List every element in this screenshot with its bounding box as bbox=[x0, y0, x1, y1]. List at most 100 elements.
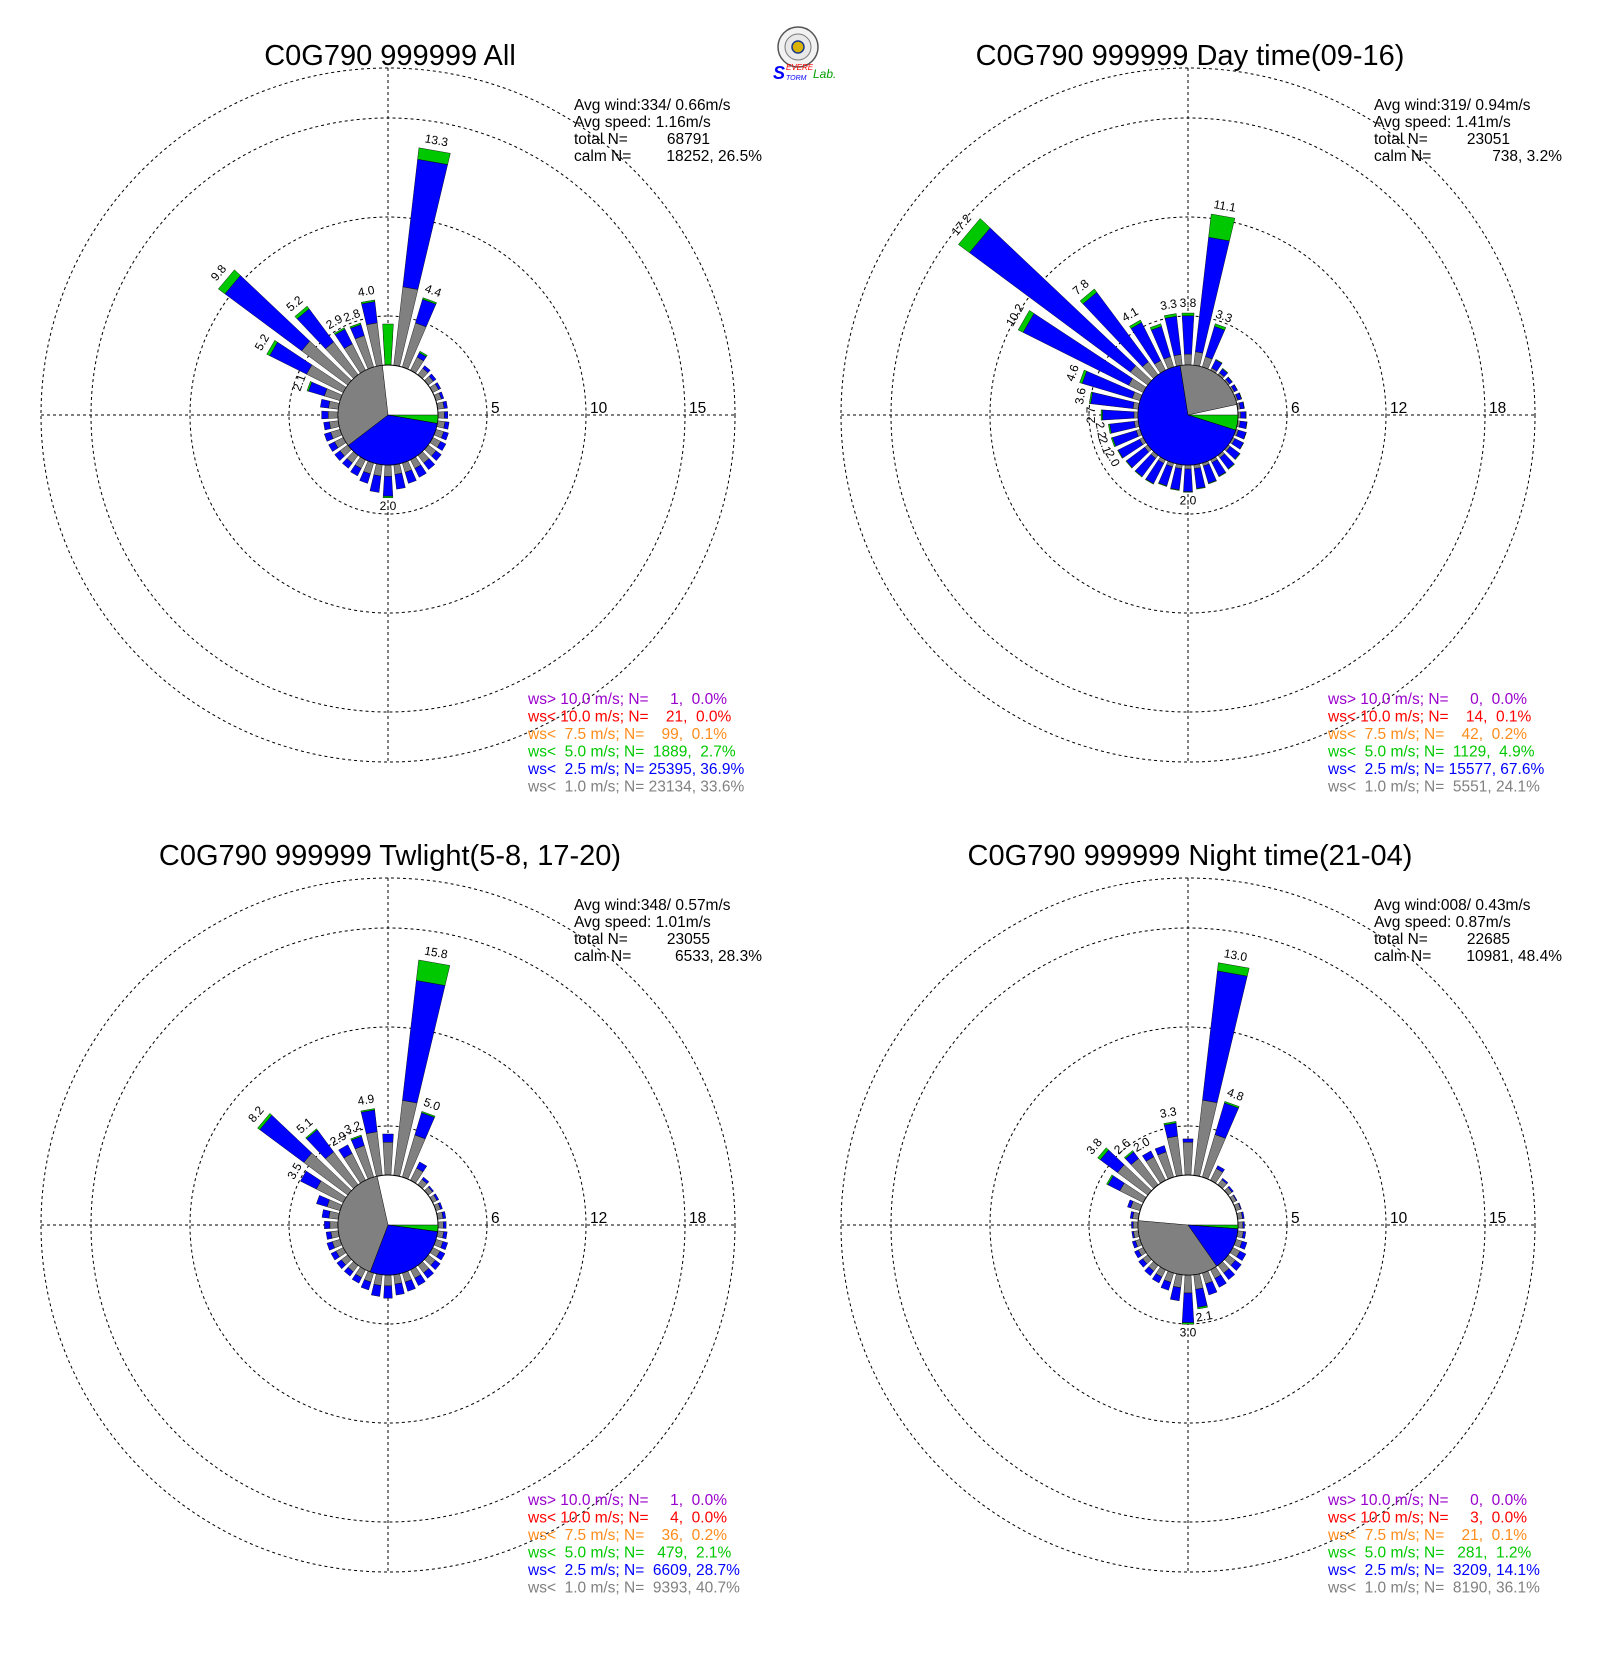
bar-lt25 bbox=[1154, 1145, 1167, 1156]
bar-lt5 bbox=[1242, 401, 1245, 409]
bar-lt5 bbox=[1197, 1305, 1208, 1310]
bar-lt25 bbox=[1238, 1202, 1242, 1210]
bar-lt5 bbox=[1234, 453, 1241, 461]
range-ring bbox=[189, 216, 587, 614]
stat-calm-label: calm N= bbox=[1374, 948, 1431, 965]
bar-lt25 bbox=[324, 431, 334, 442]
windrose-panels: C0G790 999999 All 5 10 15 13.34.44.02.82.95.… bbox=[40, 40, 1562, 1597]
bar-lt5 bbox=[1125, 460, 1133, 469]
ring-label: 12 bbox=[1390, 400, 1407, 417]
bar-lt5 bbox=[1123, 1150, 1134, 1160]
bar-lt25 bbox=[369, 474, 382, 493]
bar-lt25 bbox=[382, 476, 394, 497]
bar-value-label: 13.0 bbox=[1223, 946, 1249, 964]
stat-calm-value: 10981, 48.4% bbox=[1466, 948, 1562, 965]
bar-lt25 bbox=[422, 365, 431, 373]
stat-avg-speed: Avg speed: 0.87m/s bbox=[1374, 914, 1511, 931]
calm-slice-lt25 bbox=[1137, 365, 1236, 466]
stat-total-value: 23051 bbox=[1467, 131, 1510, 148]
bar-lt5 bbox=[349, 322, 362, 329]
bar-lt25 bbox=[350, 464, 362, 477]
bar-value-label: 2.7 bbox=[1084, 406, 1098, 423]
stat-avg-wind: Avg wind:319/ 0.94m/s bbox=[1374, 97, 1531, 114]
bar-value-label: 15.8 bbox=[423, 944, 449, 962]
calm-pie bbox=[1137, 1174, 1239, 1276]
range-ring bbox=[989, 1026, 1387, 1424]
bar-lt25 bbox=[1205, 326, 1226, 360]
bar-lt25 bbox=[428, 373, 437, 382]
chart-title: C0G790 999999 Day time(09-16) bbox=[976, 40, 1405, 72]
bar-lt5 bbox=[1233, 384, 1238, 391]
bar-lt5 bbox=[1245, 421, 1248, 430]
bar-lt25 bbox=[1144, 1266, 1155, 1277]
bar-lt5 bbox=[1079, 288, 1098, 305]
bar-lt25 bbox=[431, 450, 442, 461]
sector-bars: 13.34.44.02.82.95.29.85.22.12.0 bbox=[208, 131, 451, 513]
bar-lt25 bbox=[428, 1185, 434, 1193]
bar-lt5 bbox=[1214, 323, 1227, 331]
legend-entry-lt25: ws< 2.5 m/s; N= 25395, 36.9% bbox=[527, 761, 744, 778]
bar-lt25 bbox=[320, 398, 330, 409]
bar-lt25 bbox=[443, 1221, 447, 1229]
bar-lt1 bbox=[373, 463, 383, 477]
ring-label: 5 bbox=[1291, 1210, 1300, 1227]
stat-calm-label: calm N= bbox=[574, 948, 631, 965]
bar-lt25 bbox=[1131, 1221, 1134, 1229]
bar-lt25 bbox=[1242, 1221, 1245, 1229]
bar-lt25 bbox=[1170, 1286, 1181, 1302]
bar-lt25 bbox=[1134, 1249, 1142, 1259]
bar-lt25 bbox=[330, 1250, 340, 1261]
bar-lt25 bbox=[1138, 1258, 1148, 1268]
bar-value-label: 3.3 bbox=[1159, 1104, 1178, 1121]
bar-lt25 bbox=[1131, 1240, 1138, 1249]
bar-lt1 bbox=[1193, 1273, 1204, 1290]
bar-lt1 bbox=[1132, 1221, 1139, 1229]
bar-lt25 bbox=[1182, 1138, 1194, 1143]
range-rings: 5 10 15 bbox=[840, 877, 1536, 1573]
bar-lt25 bbox=[1240, 411, 1247, 419]
bar-lt5 bbox=[1239, 442, 1245, 450]
bar-lt25 bbox=[1221, 1177, 1229, 1185]
bar-lt5 bbox=[1181, 1322, 1195, 1325]
bar-lt25 bbox=[323, 421, 331, 431]
bar-lt25 bbox=[414, 464, 427, 478]
bar-lt25 bbox=[1181, 1292, 1195, 1323]
bar-value-label: 3.6 bbox=[1072, 386, 1089, 405]
legend-entry-lt1: ws< 1.0 m/s; N= 5551, 24.1% bbox=[1327, 779, 1540, 796]
chart-title: C0G790 999999 All bbox=[264, 40, 516, 72]
bar-lt25 bbox=[434, 382, 442, 390]
bar-lt25 bbox=[1202, 970, 1248, 1103]
bar-lt25 bbox=[436, 1250, 446, 1261]
bar-lt5 bbox=[1196, 486, 1206, 490]
bar-value-label: 4.9 bbox=[357, 1091, 376, 1108]
calm-slice-lt1 bbox=[1179, 364, 1238, 416]
legend-entry-lt25: ws< 2.5 m/s; N= 15577, 67.6% bbox=[1327, 761, 1544, 778]
bar-lt25 bbox=[334, 450, 345, 461]
bar-lt1 bbox=[1133, 411, 1139, 419]
bar-lt1 bbox=[393, 1273, 403, 1285]
bar-lt25 bbox=[371, 1284, 382, 1297]
bar-lt25 bbox=[394, 1282, 405, 1296]
bar-lt25 bbox=[361, 301, 378, 325]
ring-label: 10 bbox=[590, 400, 608, 417]
bar-lt25 bbox=[404, 1279, 416, 1292]
bar-lt25 bbox=[343, 1267, 354, 1277]
bar-value-label: 2.0 bbox=[1180, 494, 1197, 508]
stat-avg-speed: Avg speed: 1.41m/s bbox=[1374, 114, 1511, 131]
calm-pie bbox=[337, 364, 439, 466]
bar-lt1 bbox=[1184, 464, 1192, 470]
bar-lt25 bbox=[423, 1268, 434, 1279]
bar-lt5 bbox=[1097, 1147, 1109, 1161]
bar-lt25 bbox=[1160, 1279, 1172, 1291]
bar-lt1 bbox=[384, 1274, 392, 1287]
ring-label: 18 bbox=[1489, 400, 1506, 417]
bar-value-label: 3.3 bbox=[1214, 307, 1235, 326]
bar-lt25 bbox=[1214, 1102, 1239, 1139]
bar-lt25 bbox=[969, 227, 1136, 373]
bar-lt5 bbox=[382, 495, 394, 498]
bar-lt1 bbox=[329, 420, 340, 429]
bar-lt5 bbox=[1215, 358, 1223, 364]
bar-lt25 bbox=[1193, 467, 1206, 489]
stat-avg-speed: Avg speed: 1.01m/s bbox=[574, 914, 711, 931]
